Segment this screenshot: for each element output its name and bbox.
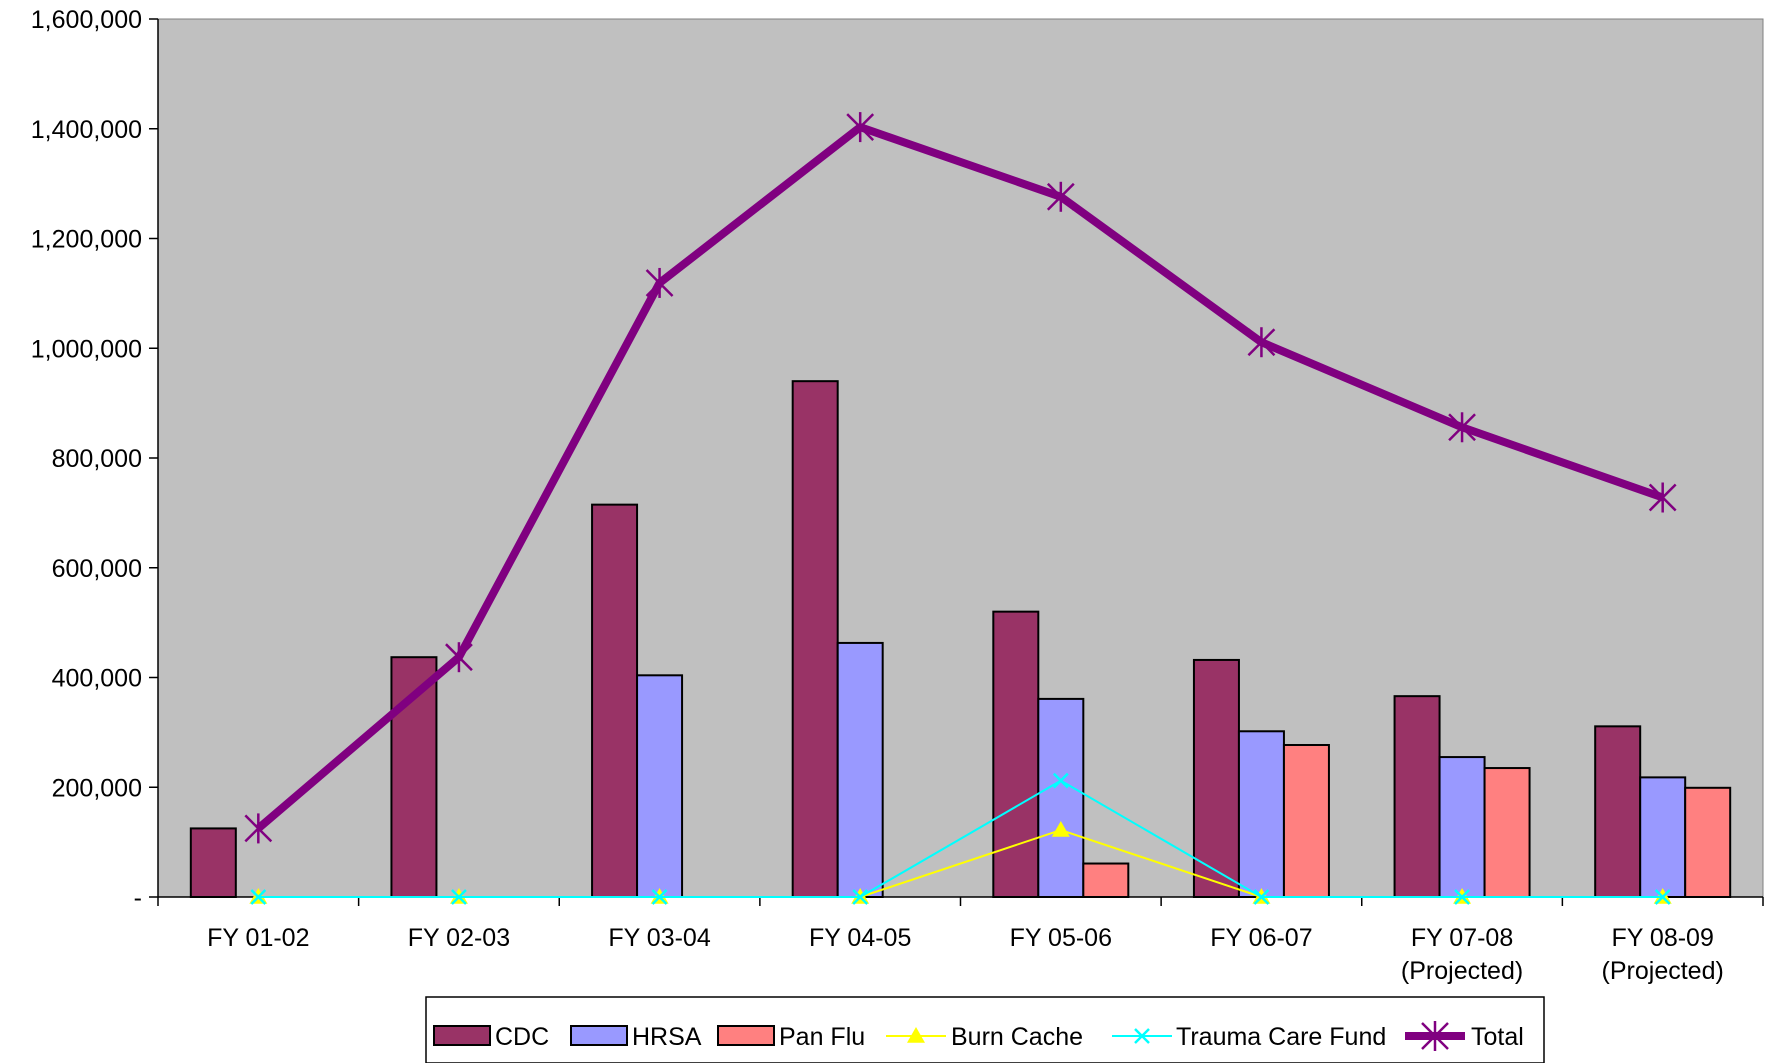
y-tick-label-3: 600,000 xyxy=(52,555,142,583)
y-axis-labels: - 200,000 400,000 600,000 800,000 1,000,000 1,… xyxy=(31,6,142,912)
legend-swatch-cdc xyxy=(433,1025,491,1046)
marker-trauma-care-fund-3-b xyxy=(852,889,869,905)
bar-cdc-3 xyxy=(791,380,839,898)
x-tick-label-7-0: FY 08-09 xyxy=(1611,924,1713,952)
y-tick-label-2: 400,000 xyxy=(52,665,142,693)
legend-label-trauma-care-fund: Trauma Care Fund xyxy=(1176,1023,1386,1051)
marker-total-6 xyxy=(1448,412,1476,443)
legend-marker-trauma-care-fund xyxy=(1134,1028,1150,1044)
bar-cdc-6 xyxy=(1393,695,1441,898)
x-axis-labels: FY 01-02 FY 02-03 FY 03-04 FY 04-05 FY 05-06… xyxy=(207,924,1724,985)
marker-total-3 xyxy=(846,112,875,143)
marker-total-7 xyxy=(1648,482,1677,513)
legend-marker-total xyxy=(1421,1021,1449,1051)
marker-trauma-care-fund-2 xyxy=(651,889,668,905)
y-tick-label-8: 1,600,000 xyxy=(31,6,142,34)
legend-swatch-pan-flu xyxy=(717,1025,775,1046)
marker-trauma-care-fund-6-b xyxy=(1454,889,1470,905)
y-tick-label-1: 200,000 xyxy=(52,774,142,802)
legend-marker-burn-cache xyxy=(907,1027,925,1043)
bar-hrsa-2 xyxy=(636,674,684,898)
marker-trauma-care-fund-1-b xyxy=(451,889,467,905)
marker-trauma-care-fund-3 xyxy=(852,889,869,905)
bar-pan-flu-6 xyxy=(1483,767,1531,899)
marker-trauma-care-fund-5-b xyxy=(1253,889,1270,905)
legend-label-total: Total xyxy=(1471,1023,1524,1051)
x-tick-label-2-0: FY 03-04 xyxy=(608,924,710,952)
bar-cdc-7 xyxy=(1594,725,1642,898)
marker-trauma-care-fund-6 xyxy=(1454,889,1470,905)
bars-layer xyxy=(189,380,1732,899)
x-tick-label-4-0: FY 05-06 xyxy=(1010,924,1112,952)
marker-trauma-care-fund-7 xyxy=(1654,889,1671,905)
legend-label-burn-cache: Burn Cache xyxy=(951,1023,1083,1051)
y-tick-label-6: 1,200,000 xyxy=(31,226,142,254)
bar-cdc-0 xyxy=(189,827,237,898)
bar-pan-flu-5 xyxy=(1282,743,1330,899)
y-tick-label-7: 1,400,000 xyxy=(31,116,142,144)
marker-total-2 xyxy=(645,267,674,298)
line-total xyxy=(255,123,1665,832)
bar-hrsa-5 xyxy=(1237,730,1285,899)
bar-pan-flu-4 xyxy=(1082,862,1130,898)
bar-hrsa-4 xyxy=(1037,697,1085,898)
bar-hrsa-3 xyxy=(836,641,884,899)
x-tick-label-7-1: (Projected) xyxy=(1602,957,1724,985)
bar-hrsa-6 xyxy=(1438,756,1486,898)
x-tick-label-1-0: FY 02-03 xyxy=(408,924,510,952)
x-tick-label-6-1: (Projected) xyxy=(1401,957,1523,985)
y-tick-label-5: 1,000,000 xyxy=(31,335,142,363)
y-tick-label-4: 800,000 xyxy=(52,445,142,473)
line-trauma-care-fund xyxy=(258,779,1663,898)
x-tick-label-0-0: FY 01-02 xyxy=(207,924,309,952)
x-tick-label-6-0: FY 07-08 xyxy=(1411,924,1513,952)
marker-total-5 xyxy=(1247,327,1276,358)
lines-layer xyxy=(244,112,1677,905)
legend-label-hrsa: HRSA xyxy=(632,1023,702,1051)
x-tick-label-5-0: FY 06-07 xyxy=(1210,924,1312,952)
legend-label-cdc: CDC xyxy=(495,1023,549,1051)
marker-trauma-care-fund-0-b xyxy=(250,889,267,905)
marker-total-4 xyxy=(1046,181,1075,212)
marker-trauma-care-fund-4-b xyxy=(1052,772,1069,789)
bar-cdc-2 xyxy=(591,503,639,898)
x-tick-label-3-0: FY 04-05 xyxy=(809,924,911,952)
marker-trauma-care-fund-1 xyxy=(451,889,467,905)
legend: CDC HRSA Pan Flu Burn Cache Trauma Care Fund… xyxy=(425,996,1545,1063)
marker-total-1 xyxy=(445,642,473,673)
marker-trauma-care-fund-0 xyxy=(250,889,267,905)
bar-cdc-4 xyxy=(992,610,1040,899)
marker-trauma-care-fund-4 xyxy=(1052,772,1069,789)
marker-trauma-care-fund-5 xyxy=(1253,889,1270,905)
legend-marker-trauma-care-fund-b xyxy=(1134,1028,1150,1044)
bar-pan-flu-7 xyxy=(1684,786,1732,899)
marker-trauma-care-fund-7-b xyxy=(1654,889,1671,905)
marker-burn-cache-4 xyxy=(1051,821,1070,837)
marker-total-0 xyxy=(244,813,273,844)
bar-hrsa-7 xyxy=(1639,776,1687,898)
marker-trauma-care-fund-2-b xyxy=(651,889,668,905)
y-tick-label-0: - xyxy=(134,884,142,912)
legend-swatch-hrsa xyxy=(570,1025,628,1046)
legend-label-pan-flu: Pan Flu xyxy=(779,1023,865,1051)
